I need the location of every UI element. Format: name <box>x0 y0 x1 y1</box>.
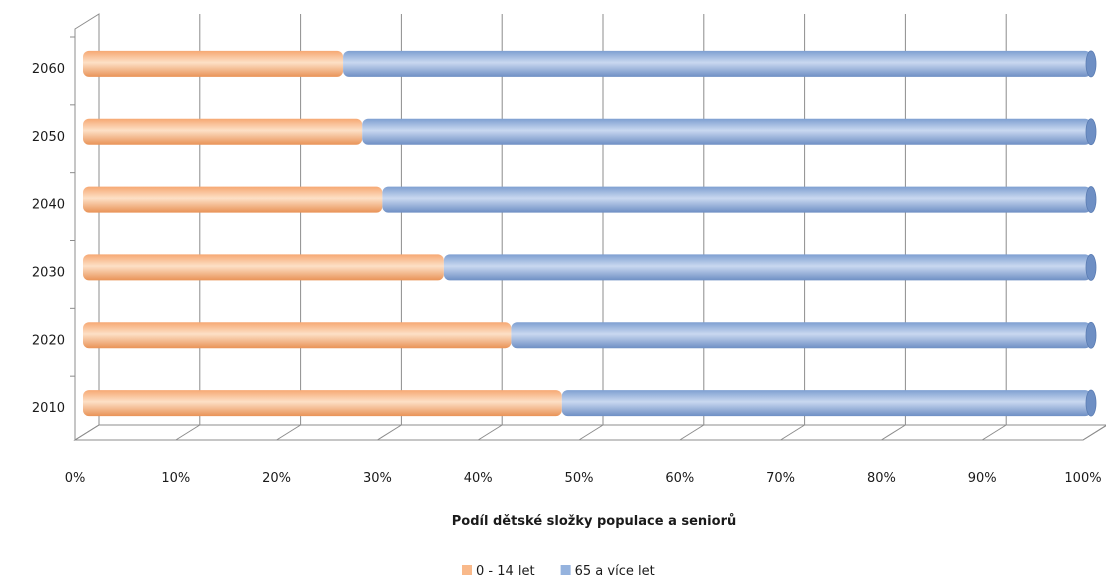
x-axis-title: Podíl dětské složky populace a seniorů <box>452 514 737 529</box>
x-tick-label: 90% <box>968 471 997 486</box>
bar-end-cap <box>1085 50 1097 78</box>
bar-segment <box>382 186 1092 213</box>
bar-segment <box>343 50 1092 77</box>
x-tick-label: 20% <box>262 471 291 486</box>
floor-gridline <box>477 424 503 441</box>
x-tick-label: 40% <box>464 471 493 486</box>
bar-end-cap <box>1085 321 1097 349</box>
bar-segment <box>511 322 1091 349</box>
floor-gridline <box>881 424 906 441</box>
legend-swatch <box>560 565 571 575</box>
bar-end-cap <box>1085 254 1097 281</box>
floor-gridline <box>780 424 805 441</box>
y-tick-label: 2010 <box>32 401 65 416</box>
bar-end-cap <box>1085 118 1097 146</box>
bar-segment <box>83 390 562 417</box>
y-tick-label: 2030 <box>32 265 65 280</box>
legend-swatch <box>462 565 472 575</box>
floor-gridline <box>377 424 402 441</box>
x-tick-label: 60% <box>665 471 694 486</box>
bar-end-cap <box>1085 389 1097 417</box>
floor-gridline <box>981 424 1007 441</box>
bar-segment <box>83 118 363 145</box>
x-tick-label: 10% <box>161 471 190 486</box>
floor-gridline <box>276 424 301 441</box>
x-tick-label: 30% <box>363 471 392 486</box>
bar-segment <box>362 118 1091 145</box>
bar-end-cap <box>1085 186 1097 213</box>
bar-segment <box>561 390 1091 417</box>
y-tick-label: 2060 <box>32 62 65 77</box>
x-tick-label: 0% <box>65 471 86 486</box>
legend-label: 0 - 14 let <box>476 564 535 579</box>
floor-gridline <box>578 424 604 441</box>
bar-segment <box>83 50 344 77</box>
legend-label: 65 a více let <box>575 564 655 579</box>
bar-segment <box>83 254 444 281</box>
floor-gridline <box>175 424 201 441</box>
floor-gridline <box>74 424 100 441</box>
bar-segment <box>83 186 383 213</box>
bar-segment <box>443 254 1091 281</box>
left-wall <box>74 13 100 441</box>
x-tick-label: 50% <box>565 471 594 486</box>
floor-gridline <box>1082 425 1106 441</box>
floor-gridline <box>679 424 705 441</box>
y-tick-label: 2050 <box>32 130 65 145</box>
x-tick-label: 100% <box>1064 471 1101 486</box>
y-tick-label: 2040 <box>32 198 65 213</box>
bar-segment <box>83 322 512 349</box>
x-tick-label: 70% <box>766 471 795 486</box>
x-tick-label: 80% <box>867 471 896 486</box>
y-tick-label: 2020 <box>32 333 65 348</box>
